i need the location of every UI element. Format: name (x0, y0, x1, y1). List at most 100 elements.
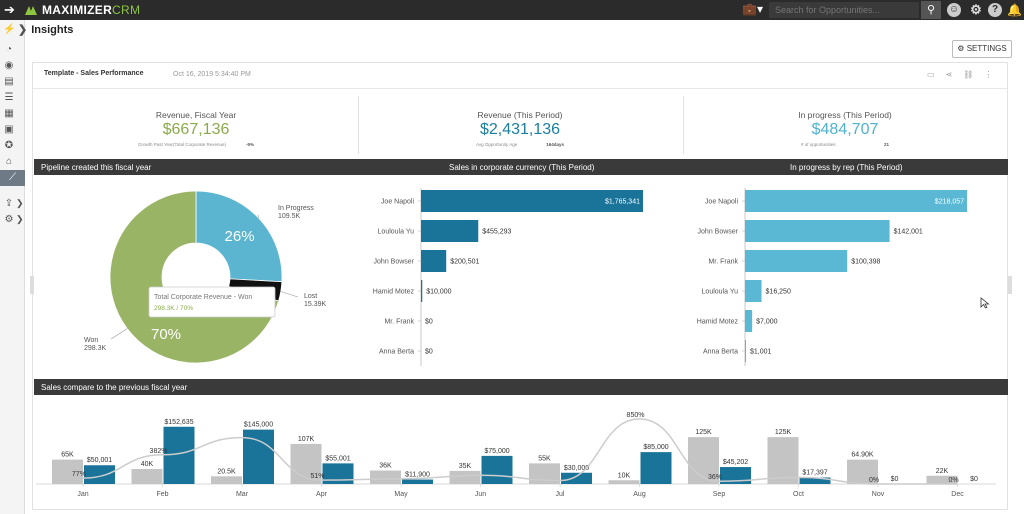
resize-handle[interactable] (30, 276, 34, 294)
search-icon[interactable]: ⚲ (921, 1, 941, 19)
data-label: $16,250 (766, 289, 791, 296)
mouse-cursor-icon (980, 297, 990, 309)
dashboard-title: Template - Sales Performance (44, 70, 144, 77)
category-label: Mr. Frank (708, 259, 738, 266)
calendar-icon[interactable]: ▦ (4, 108, 14, 119)
bar (745, 340, 747, 362)
app-logo-text: MAXIMIZERCRM (42, 3, 140, 17)
kpi-sub-value: 21 (883, 142, 889, 147)
month-label: Feb (156, 491, 168, 498)
growth-label: 36% (708, 474, 722, 481)
slice-value-label: 298.3K (84, 345, 107, 352)
tooltip-value: 298.3K / 70% (154, 305, 193, 312)
bar (421, 190, 643, 212)
category-label: Mr. Frank (384, 319, 414, 326)
category-label: John Bowser (698, 229, 739, 236)
bar-current-year (322, 463, 354, 484)
kpi-title: Revenue (This Period) (477, 110, 563, 120)
search-input[interactable] (769, 2, 919, 18)
data-label: $100,398 (851, 259, 880, 266)
chevron-right-icon[interactable]: ❯ (16, 214, 24, 224)
growth-label: 51% (310, 473, 324, 480)
category-label: Anna Berta (379, 349, 414, 356)
back-arrow-icon[interactable]: ➔ (4, 2, 15, 17)
list-icon[interactable]: ☰ (4, 92, 14, 103)
month-label: Jun (475, 491, 486, 498)
data-label: 64.90K (851, 452, 874, 459)
dashboard-tools: ▭ ⋖ ⛓ ⋮ (927, 70, 1003, 79)
data-label: $455,293 (482, 229, 511, 236)
month-label: Mar (236, 491, 249, 498)
slice-label: Lost (304, 293, 317, 300)
bar-current-year (481, 455, 513, 484)
tooltip-box (148, 286, 276, 318)
help-desk-icon[interactable]: ☺ (947, 3, 961, 17)
present-icon[interactable]: ▭ (927, 70, 935, 79)
bar-previous-year (767, 437, 799, 484)
kpi-in-progress: In progress (This Period) $484,707 # of … (755, 110, 935, 147)
insights-icon[interactable]: ⟋ (0, 170, 25, 186)
bell-icon[interactable]: 🔔 (1007, 3, 1022, 17)
category-label: Hamid Motez (373, 289, 415, 296)
data-label: 65K (61, 452, 74, 459)
month-label: Aug (633, 491, 646, 498)
data-label: $30,000 (564, 465, 589, 472)
growth-label: 382% (150, 448, 168, 455)
pie-slice (195, 190, 283, 283)
chevron-right-icon: ❯ (18, 24, 28, 36)
data-label: $0 (891, 476, 899, 483)
settings-button[interactable]: ⚙ SETTINGS (952, 40, 1012, 58)
category-label: Louloula Yu (702, 289, 739, 296)
address-book-icon[interactable]: ▤ (4, 76, 14, 87)
data-label: 55K (538, 455, 551, 462)
bar-current-year (720, 467, 751, 484)
lightning-icon[interactable]: ⚡ (3, 24, 16, 35)
growth-label: 850% (627, 412, 645, 419)
bar-current-year (799, 477, 831, 484)
data-label: 36K (379, 463, 392, 470)
data-label: $55,001 (325, 455, 350, 462)
kpi-title: In progress (This Period) (798, 110, 892, 120)
app-name-suffix: CRM (112, 3, 141, 17)
opportunities-icon[interactable]: ▣ (4, 124, 14, 135)
bar-previous-year (529, 463, 560, 484)
settings-gear-icon[interactable]: ⚙ (4, 214, 14, 225)
target-icon[interactable]: ◉ (4, 60, 14, 71)
month-label: Jan (77, 491, 88, 498)
briefcase-icon[interactable]: 💼▾ (742, 2, 763, 16)
resize-handle[interactable] (1008, 276, 1012, 294)
section-title-compare: Sales compare to the previous fiscal yea… (41, 383, 188, 392)
bar (421, 280, 423, 302)
growth-label: 0% (869, 477, 879, 484)
data-label: $218,057 (935, 199, 964, 206)
dashboard-icon[interactable]: ◔ (5, 44, 13, 55)
bar-previous-year (608, 480, 640, 484)
gear-icon[interactable]: ⚙ (970, 2, 982, 17)
bank-icon[interactable]: ⌂ (5, 156, 13, 167)
kpi-revenue-fiscal-year: Revenue, Fiscal Year $667,136 Growth Pas… (106, 110, 286, 147)
corporate-sales-bar-chart: Joe Napoli $1,765,341 Louloula Yu $455,293 J… (373, 188, 643, 366)
kpi-value: $484,707 (811, 121, 879, 138)
category-label: Hamid Motez (697, 319, 739, 326)
data-label: $0 (425, 349, 433, 356)
chevron-right-icon[interactable]: ❯ (16, 198, 24, 208)
bar-previous-year (926, 475, 958, 484)
support-icon[interactable]: ✪ (4, 140, 14, 151)
share-icon[interactable]: ⋖ (945, 70, 953, 79)
month-label: Sep (713, 491, 726, 498)
month-label: Apr (316, 491, 328, 498)
maximizer-logo-icon (25, 6, 37, 15)
leader-line (280, 291, 299, 298)
kpi-sub-value: 164days (546, 142, 564, 147)
more-icon[interactable]: ⋮ (984, 70, 993, 79)
bar (745, 220, 890, 242)
data-label: $1,001 (750, 349, 772, 356)
gear-icon: ⚙ (957, 44, 967, 53)
bar-current-year (640, 452, 672, 484)
link-icon[interactable]: ⛓ (963, 70, 974, 79)
help-icon[interactable]: ? (988, 3, 1002, 17)
bar-current-year (402, 479, 433, 484)
data-label: 40K (141, 461, 154, 468)
upload-icon[interactable]: ⇪ (4, 198, 14, 209)
month-label: Oct (793, 491, 804, 498)
